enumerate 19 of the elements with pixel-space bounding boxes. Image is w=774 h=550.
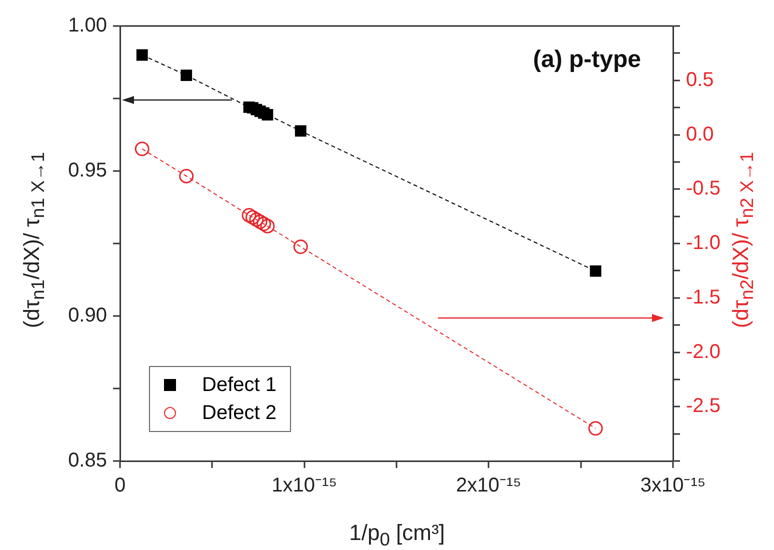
y-tick-label: 1.00 [68,14,107,37]
x-tick-label: 2x10⁻¹⁵ [456,474,522,497]
y-tick-label: 0.95 [68,160,107,182]
y2-tick-label: -0.5 [686,178,720,200]
x-axis-title: 1/p$_{0}$ [cm³] [349,520,445,550]
x-tick-label: 1x10⁻¹⁵ [272,474,337,497]
annotation: (a) p-type [533,46,641,74]
y2-tick-label: -2.5 [686,395,720,418]
y-tick-label: 0.90 [68,304,107,327]
y2-tick-label: 0.0 [686,123,714,146]
y2-tick-label: 0.5 [686,68,714,91]
legend-label: Defect 2 [202,401,276,426]
y2-tick-label: -1.0 [686,232,720,254]
legend-label: Defect 1 [202,373,276,398]
y2-tick-label: -1.5 [686,286,720,308]
x-tick-label: 0 [114,474,126,497]
x-tick-label: 3x10⁻¹⁵ [640,474,706,497]
y2-tick-label: -2.0 [686,340,720,363]
y-tick-label: 0.85 [68,450,107,472]
